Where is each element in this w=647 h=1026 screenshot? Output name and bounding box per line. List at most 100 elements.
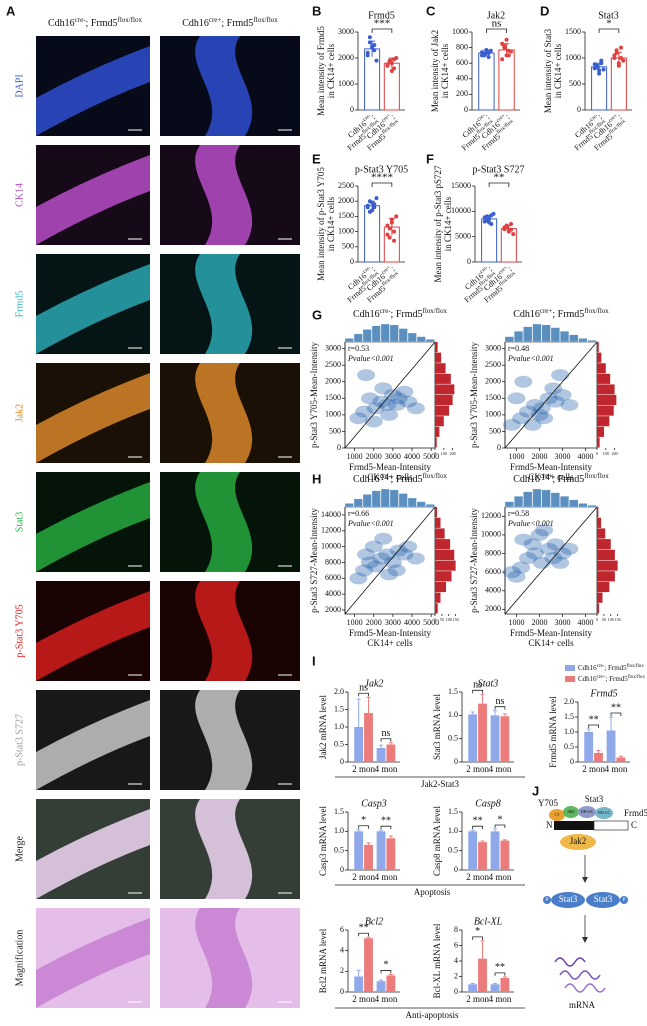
bar <box>606 730 616 762</box>
density-point <box>507 570 526 583</box>
y-tick-label: 1000 <box>565 53 581 62</box>
right-histogram-bar <box>597 426 605 437</box>
right-histogram-bar <box>435 539 451 550</box>
genotype-part: ; <box>552 309 555 320</box>
tissue <box>195 472 253 572</box>
right-histogram-bar <box>435 352 442 363</box>
stain-label: Stat3 <box>14 512 25 533</box>
genotype-part: cre+ <box>381 265 393 276</box>
bar <box>364 48 381 111</box>
top-histogram-bar <box>532 323 542 343</box>
sig-bracket <box>358 692 369 697</box>
genotype-label: Cdh16cre+; Frmd5flox/flox <box>513 472 609 486</box>
genotype-part: ; <box>389 112 397 120</box>
y-tick-label: 0.5 <box>564 742 574 751</box>
bar <box>354 727 364 762</box>
data-point <box>387 59 392 64</box>
y-tick-label: 3000 <box>338 27 354 36</box>
bar <box>364 713 373 762</box>
tissue <box>36 46 150 136</box>
panel-letter: J <box>532 783 539 798</box>
genotype-part: cre- <box>380 307 392 315</box>
density-point <box>530 408 549 421</box>
significance: * <box>383 960 388 971</box>
genotype-part: ; <box>506 264 514 272</box>
density-point <box>507 392 526 405</box>
top-histogram-bar <box>407 497 417 508</box>
panel-letter: E <box>312 151 321 166</box>
density-point <box>355 564 374 577</box>
genotype-part: cre+ <box>597 675 606 680</box>
genotype-part: cre+ <box>381 113 393 124</box>
density-point <box>514 533 533 546</box>
significance: ** <box>611 702 621 713</box>
right-histogram-bar <box>597 507 599 518</box>
x-tick-label: 2 mon <box>466 994 489 1004</box>
y-tick-label: 1.0 <box>334 826 344 835</box>
density-point <box>502 418 521 431</box>
data-point <box>374 196 379 201</box>
x-tick-label: 5000 <box>423 618 439 627</box>
data-point <box>367 209 372 214</box>
c-term: C <box>631 820 637 830</box>
bar <box>386 975 396 992</box>
y-tick-label: 0 <box>340 757 344 766</box>
stain-label: p-Stat3 Y705 <box>14 604 25 657</box>
protein-label: Stat3 <box>585 794 604 804</box>
y-tick-label: 1500 <box>485 393 501 402</box>
genotype-part: flox/flox <box>253 16 278 24</box>
panel-letter: B <box>312 3 321 18</box>
significance: ** <box>493 172 504 184</box>
genotype-part: ; <box>504 112 512 120</box>
legend-swatch <box>565 665 575 671</box>
data-point <box>616 61 621 66</box>
x-tick-label: 4 mon <box>375 764 398 774</box>
y-axis-label: Mean intensity of Stat3 <box>543 28 553 113</box>
genotype-part: ; <box>604 664 606 672</box>
data-point <box>594 65 599 70</box>
genotype-part: Frmd5 <box>607 675 628 683</box>
genotype-part: ; <box>483 112 491 120</box>
panel-letter: I <box>312 653 316 668</box>
y-tick-label: 2000 <box>485 377 501 386</box>
density-point <box>387 398 406 411</box>
y-axis-label: p-Stat3 S727-Mean-Intensity <box>469 508 479 613</box>
x-tick-label: 4 mon <box>375 994 398 1004</box>
chart-title: Bcl2 <box>365 916 383 927</box>
top-histogram-bar <box>380 323 390 343</box>
genotype-part: Frmd5 <box>393 309 422 320</box>
x-tick-label: 4000 <box>578 618 594 627</box>
sig-bracket <box>358 932 369 937</box>
top-histogram-bar <box>560 496 570 508</box>
y-axis-label: Bcl-XL mRNA level <box>432 923 442 998</box>
y-tick-label: 1000 <box>338 226 354 235</box>
data-point <box>392 229 397 234</box>
chart-title: Casp3 <box>361 798 387 809</box>
fit-line <box>344 506 436 615</box>
data-point <box>370 200 375 205</box>
right-histogram-bar <box>435 517 441 528</box>
data-point <box>482 215 487 220</box>
hist-tick-label: 0 <box>434 617 436 622</box>
y-tick-label: 1.5 <box>448 807 458 816</box>
stain-label: Magnification <box>14 930 25 987</box>
bar <box>376 831 386 870</box>
bar <box>478 52 495 111</box>
tissue <box>195 799 253 899</box>
x-axis-label: Frmd5-Mean-Intensity <box>349 462 431 472</box>
tissue <box>36 809 150 899</box>
y-axis-label: p-Stat3 S727-Mean-Intensity <box>309 508 319 613</box>
density-point <box>360 556 379 569</box>
data-point <box>480 50 484 55</box>
domain <box>549 809 565 821</box>
top-histogram-bar <box>514 331 524 343</box>
top-histogram-bar <box>514 496 524 508</box>
y-tick-label: 0 <box>464 105 468 114</box>
genotype-part: Cdh16 <box>353 309 380 320</box>
group-label: Jak2-Stat3 <box>421 779 459 789</box>
y-tick-label: 0 <box>340 987 344 996</box>
bar <box>594 753 603 762</box>
y-tick-label: 4000 <box>325 589 341 598</box>
data-point <box>392 66 397 71</box>
